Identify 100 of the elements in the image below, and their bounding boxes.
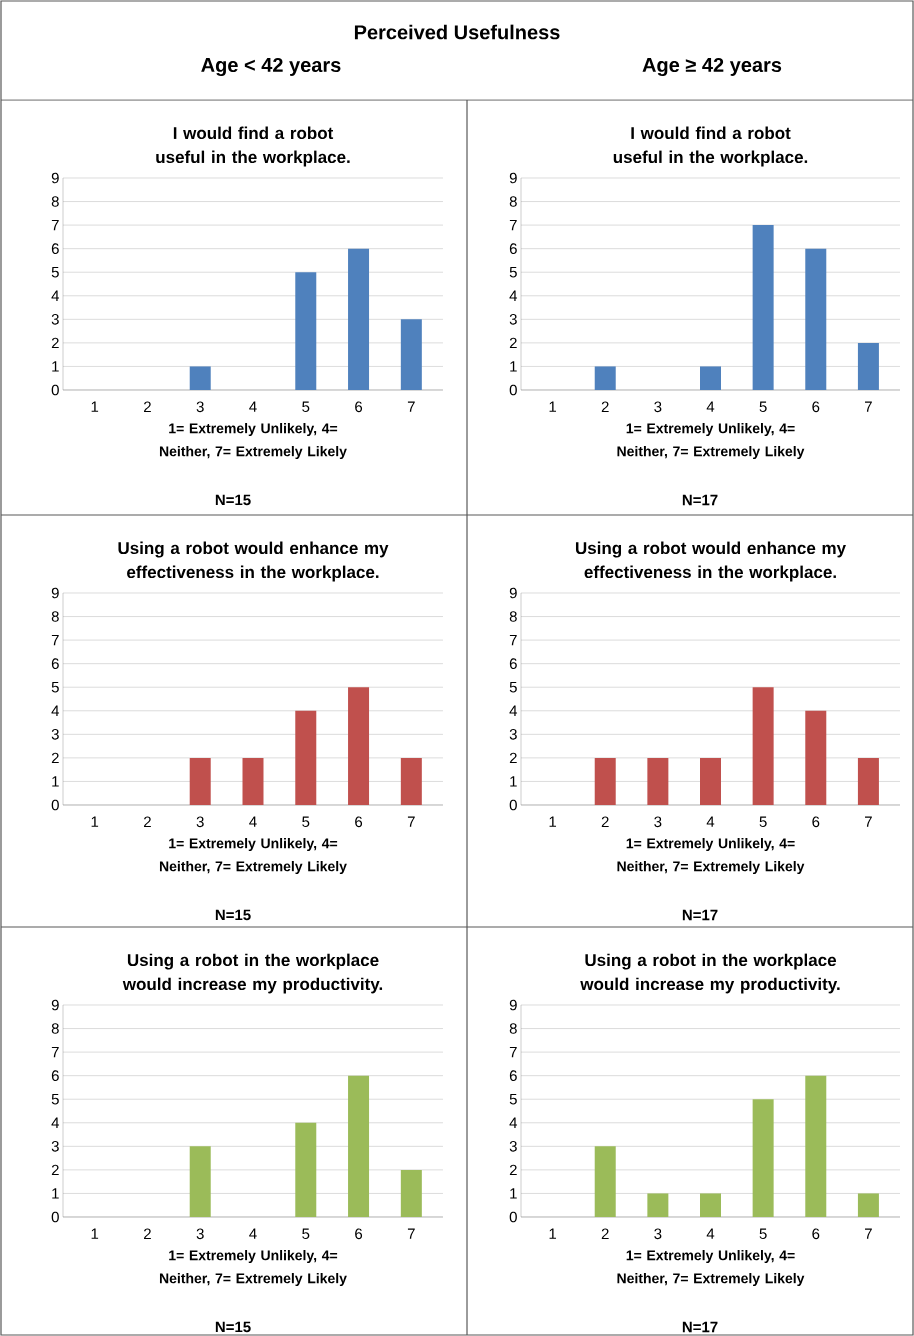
bar xyxy=(348,1075,370,1217)
y-tick-label: 5 xyxy=(509,681,517,693)
text: N=17 xyxy=(682,494,718,506)
chart-title: Using a robot in the workplace would increase my productivity. xyxy=(580,953,840,994)
y-tick-label: 1 xyxy=(510,1188,517,1199)
y-tick-label: 1 xyxy=(52,776,59,787)
bar xyxy=(189,757,211,805)
x-tick-label: 5 xyxy=(302,1228,310,1239)
y-tick-label: 2 xyxy=(509,337,517,349)
x-tick-label: 5 xyxy=(759,1228,767,1239)
y-tick-label: 0 xyxy=(51,799,59,811)
x-tick-label: 3 xyxy=(654,401,662,413)
x-tick-label: 2 xyxy=(601,1228,609,1239)
y-tick-label: 0 xyxy=(509,1211,517,1223)
chart-title: Using a robot would enhance my effectiveness in the workplace. xyxy=(118,541,389,582)
bar xyxy=(752,225,774,390)
chart-title: Using a robot would enhance my effectiveness in the workplace. xyxy=(575,541,846,582)
y-tick-label: 8 xyxy=(509,611,517,622)
y-tick-label: 3 xyxy=(51,1141,59,1152)
x-tick-label: 3 xyxy=(196,1228,204,1240)
bar xyxy=(295,272,317,390)
bar xyxy=(348,248,370,390)
x-tick-label: 2 xyxy=(601,816,609,827)
y-tick-label: 5 xyxy=(509,1093,517,1105)
x-axis-title: 1= Extremely Unlikely, 4= Neither, 7= Extremely Likely xyxy=(159,1250,347,1287)
y-tick-label: 4 xyxy=(509,1117,518,1128)
x-tick-label: 1 xyxy=(91,816,99,827)
bar xyxy=(189,366,211,390)
x-tick-label: 4 xyxy=(249,1228,257,1239)
y-tick-label: 6 xyxy=(51,1070,59,1081)
y-tick-label: 3 xyxy=(509,729,517,740)
y-tick-label: 7 xyxy=(509,634,517,646)
x-tick-label: 7 xyxy=(407,401,415,412)
bar xyxy=(189,1146,211,1217)
x-axis-title: 1= Extremely Unlikely, 4= Neither, 7= Extremely Likely xyxy=(617,423,805,460)
x-tick-label: 3 xyxy=(654,1228,662,1240)
x-tick-label: 2 xyxy=(601,401,609,412)
y-tick-label: 1 xyxy=(52,1188,59,1199)
x-tick-label: 5 xyxy=(759,816,767,827)
text: Age < 42 years xyxy=(201,57,341,77)
y-tick-label: 4 xyxy=(509,705,518,716)
y-tick-label: 6 xyxy=(509,1070,517,1081)
chart-title: I would find a robot useful in the workplace. xyxy=(156,126,350,167)
x-tick-label: 4 xyxy=(249,816,257,827)
bar xyxy=(400,1169,422,1217)
x-tick-label: 3 xyxy=(196,816,204,828)
y-tick-label: 7 xyxy=(509,219,517,231)
y-tick-label: 0 xyxy=(509,384,517,396)
y-tick-label: 8 xyxy=(51,196,59,207)
y-tick-label: 8 xyxy=(51,611,59,622)
bar xyxy=(805,1075,827,1217)
y-tick-label: 3 xyxy=(509,1141,517,1152)
y-tick-label: 5 xyxy=(509,266,517,278)
bar xyxy=(700,366,721,390)
y-tick-label: 9 xyxy=(509,999,517,1011)
y-tick-label: 2 xyxy=(509,752,517,764)
x-tick-label: 7 xyxy=(865,401,872,412)
y-tick-label: 3 xyxy=(51,314,59,325)
y-tick-label: 8 xyxy=(51,1023,59,1034)
x-tick-label: 7 xyxy=(865,1228,872,1239)
y-tick-label: 9 xyxy=(51,999,59,1011)
y-tick-label: 8 xyxy=(509,196,517,207)
bar xyxy=(805,248,827,390)
y-tick-label: 6 xyxy=(509,243,517,254)
x-tick-label: 1 xyxy=(91,401,99,412)
x-tick-label: 4 xyxy=(706,401,715,412)
bar xyxy=(400,319,422,390)
y-tick-label: 6 xyxy=(51,243,59,254)
bar xyxy=(857,1193,879,1217)
x-tick-label: 7 xyxy=(865,816,872,827)
y-tick-label: 2 xyxy=(51,337,59,349)
x-tick-label: 2 xyxy=(144,401,151,412)
x-tick-label: 2 xyxy=(144,1228,151,1239)
y-tick-label: 4 xyxy=(509,290,518,301)
x-tick-label: 5 xyxy=(759,401,767,412)
x-tick-label: 4 xyxy=(706,1228,715,1239)
text: Perceived Usefulness xyxy=(354,24,560,40)
chart-title: I would find a robot useful in the workplace. xyxy=(613,126,808,167)
y-tick-label: 9 xyxy=(509,172,517,184)
text: N=17 xyxy=(682,1321,718,1333)
y-tick-label: 1 xyxy=(52,361,59,372)
y-tick-label: 0 xyxy=(51,384,59,396)
text: N=15 xyxy=(215,494,251,506)
y-tick-label: 9 xyxy=(51,172,59,184)
x-axis-title: 1= Extremely Unlikely, 4= Neither, 7= Extremely Likely xyxy=(159,838,347,875)
x-tick-label: 4 xyxy=(706,816,715,827)
y-tick-label: 2 xyxy=(51,1164,59,1176)
y-tick-label: 3 xyxy=(509,314,517,325)
text: N=15 xyxy=(215,909,251,921)
y-tick-label: 7 xyxy=(509,1046,517,1058)
y-tick-label: 5 xyxy=(51,266,59,278)
y-tick-label: 6 xyxy=(51,658,59,669)
y-tick-label: 1 xyxy=(510,361,517,372)
x-tick-label: 6 xyxy=(812,1228,820,1240)
bar xyxy=(594,1146,616,1217)
y-tick-label: 9 xyxy=(51,587,59,599)
y-tick-label: 8 xyxy=(509,1023,517,1034)
x-tick-label: 1 xyxy=(549,816,557,827)
bar xyxy=(857,342,879,390)
y-tick-label: 4 xyxy=(51,705,60,716)
